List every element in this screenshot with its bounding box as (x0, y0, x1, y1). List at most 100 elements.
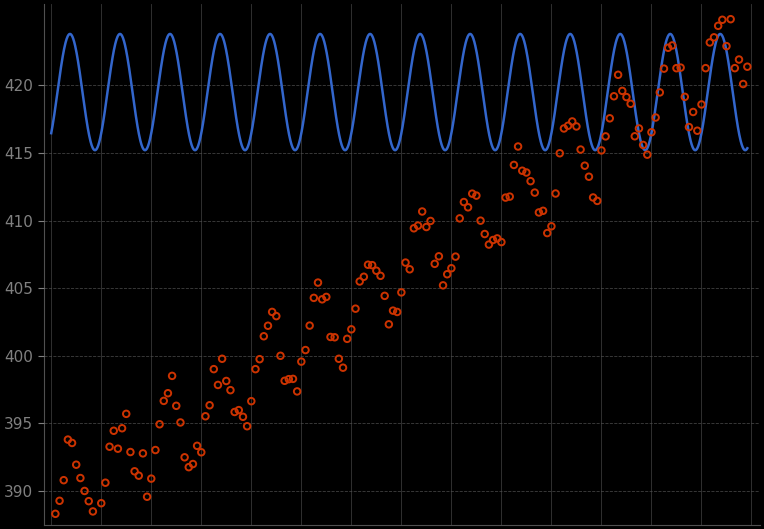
Point (412, 221, 424, 230)
Point (329, 333, 341, 342)
Point (245, 397, 257, 405)
Point (654, 88, 666, 97)
Point (633, 124, 645, 133)
Point (291, 387, 303, 396)
Point (266, 308, 278, 316)
Point (549, 189, 562, 198)
Point (133, 471, 145, 480)
Point (66, 439, 78, 447)
Point (87, 507, 99, 516)
Point (341, 335, 353, 343)
Point (454, 214, 466, 223)
Point (96, 499, 108, 507)
Point (183, 463, 195, 471)
Point (437, 281, 449, 289)
Point (349, 304, 361, 313)
Point (737, 80, 749, 88)
Point (325, 333, 337, 341)
Point (237, 413, 249, 421)
Point (666, 41, 678, 50)
Point (379, 291, 391, 300)
Point (575, 145, 587, 154)
Point (274, 352, 286, 360)
Point (662, 43, 675, 52)
Point (612, 70, 624, 79)
Point (462, 203, 474, 212)
Point (720, 42, 733, 50)
Point (641, 150, 653, 159)
Point (354, 277, 366, 286)
Point (203, 401, 215, 409)
Point (608, 92, 620, 101)
Point (391, 308, 403, 316)
Point (445, 264, 458, 272)
Point (583, 172, 595, 181)
Point (587, 193, 599, 202)
Point (695, 100, 707, 108)
Point (79, 487, 91, 495)
Point (195, 448, 207, 457)
Point (600, 132, 612, 141)
Point (103, 442, 115, 451)
Point (595, 146, 607, 154)
Point (646, 128, 658, 136)
Point (125, 448, 137, 456)
Point (199, 412, 212, 421)
Point (187, 460, 199, 468)
Point (332, 354, 345, 363)
Point (716, 15, 728, 24)
Point (83, 497, 95, 505)
Point (157, 397, 170, 405)
Point (487, 236, 499, 244)
Point (241, 422, 253, 431)
Point (74, 474, 86, 482)
Point (170, 402, 183, 410)
Point (432, 252, 445, 260)
Point (112, 444, 124, 453)
Point (174, 418, 186, 427)
Point (733, 56, 745, 64)
Point (316, 295, 329, 304)
Point (116, 424, 128, 433)
Point (57, 476, 70, 485)
Point (154, 420, 166, 428)
Point (675, 63, 687, 72)
Point (62, 435, 74, 444)
Point (670, 64, 682, 72)
Point (279, 377, 291, 385)
Point (366, 261, 378, 269)
Point (687, 108, 699, 116)
Point (395, 288, 407, 297)
Point (474, 216, 487, 225)
Point (425, 217, 437, 225)
Point (387, 306, 399, 315)
Point (420, 223, 432, 231)
Point (216, 354, 228, 363)
Point (283, 375, 295, 384)
Point (529, 188, 541, 197)
Point (558, 124, 570, 133)
Point (362, 260, 374, 269)
Point (166, 372, 178, 380)
Point (524, 177, 536, 185)
Point (99, 478, 112, 487)
Point (658, 65, 670, 73)
Point (604, 114, 616, 123)
Point (712, 22, 724, 30)
Point (358, 272, 370, 281)
Point (637, 141, 649, 149)
Point (220, 377, 232, 385)
Point (208, 365, 220, 373)
Point (257, 332, 270, 341)
Point (570, 122, 582, 131)
Point (578, 161, 591, 170)
Point (225, 386, 237, 395)
Point (516, 167, 529, 175)
Point (500, 194, 512, 202)
Point (295, 358, 307, 366)
Point (408, 224, 420, 233)
Point (566, 117, 578, 126)
Point (562, 122, 575, 130)
Point (503, 193, 516, 201)
Point (228, 408, 241, 416)
